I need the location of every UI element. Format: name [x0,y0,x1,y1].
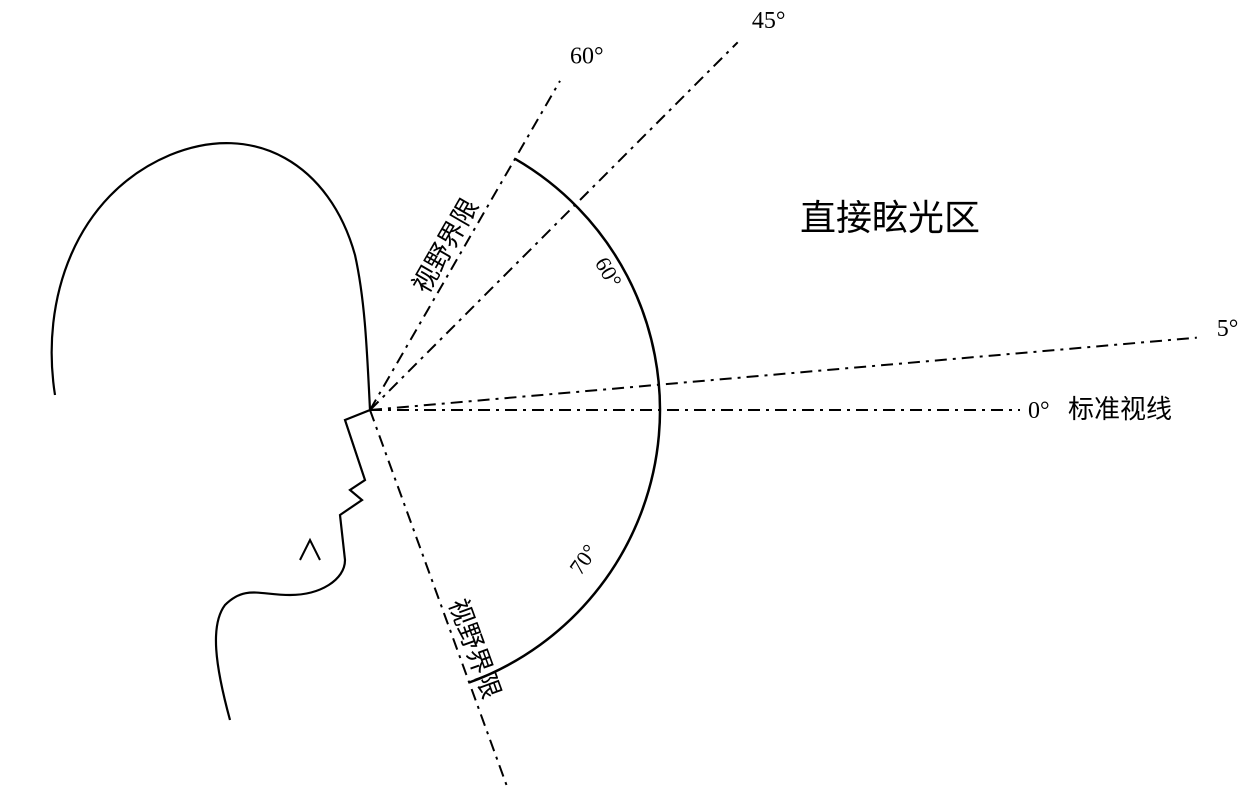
ray-45 [370,42,738,410]
ray-5-label: 5° [1217,316,1239,342]
arc-label: 70° [564,540,602,580]
glare-zone-label: 直接眩光区 [800,198,980,238]
standard-sight-label: 标准视线 [1068,395,1172,424]
zero-degree-label: 0° [1028,398,1050,424]
lip-mark [300,540,320,560]
arc-inner-labels: 60° 70° [564,253,627,580]
fov-arc [469,159,660,683]
fov-limit-lower: 视野界限 [443,595,506,703]
ray-60 [370,81,560,410]
arc-label: 60° [590,253,627,292]
glare-diagram: 60° 45° 5° 0° 标准视线 直接眩光区 视野界限 视野界限 60° 70° [0,0,1240,794]
ray-60-label: 60° [570,44,604,70]
angle-labels: 60° 45° 5° [570,8,1238,342]
fov-limit-upper: 视野界限 [407,194,484,299]
ray-45-label: 45° [752,8,786,34]
head-profile [52,143,370,720]
ray-neg70 [370,410,507,786]
